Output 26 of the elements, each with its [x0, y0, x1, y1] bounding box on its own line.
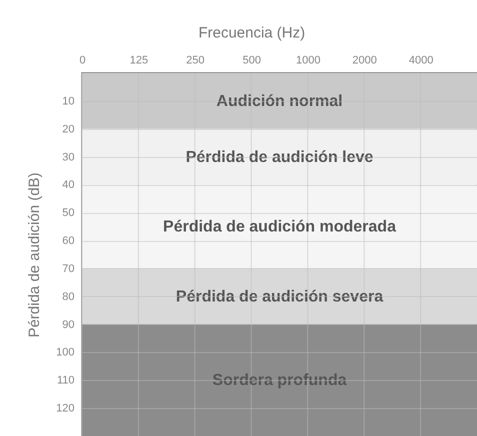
y-tick-label: 120	[56, 402, 74, 415]
x-axis-title: Frecuencia (Hz)	[198, 24, 306, 42]
band-label: Pérdida de audición leve	[186, 148, 374, 166]
y-tick-label: 40	[62, 179, 74, 192]
y-tick-label: 10	[62, 95, 74, 108]
y-tick-label: 90	[62, 318, 74, 331]
x-tick-label: 0	[79, 54, 86, 66]
x-tick-label: 2000	[352, 54, 377, 66]
y-tick-label: 30	[62, 151, 74, 164]
y-axis-title: Pérdida de audición (dB)	[26, 172, 44, 338]
y-tick-label: 20	[62, 123, 74, 136]
y-tick-label: 80	[62, 290, 74, 303]
x-tick-label: 250	[186, 54, 205, 66]
y-tick-label: 60	[62, 235, 74, 248]
band-label: Pérdida de audición moderada	[163, 218, 396, 236]
x-tick-label: 500	[242, 54, 261, 66]
x-tick-label: 1000	[296, 54, 320, 66]
band-label: Pérdida de audición severa	[176, 288, 384, 306]
x-tick-label: 4000	[408, 54, 434, 66]
y-tick-label: 50	[62, 207, 74, 220]
band-label: Sordera profunda	[212, 372, 347, 390]
y-tick-label: 110	[56, 374, 74, 387]
y-tick-label: 100	[56, 346, 74, 359]
x-tick-label: 125	[130, 54, 148, 66]
y-tick-label: 70	[62, 262, 74, 275]
band-label: Audición normal	[216, 92, 343, 110]
